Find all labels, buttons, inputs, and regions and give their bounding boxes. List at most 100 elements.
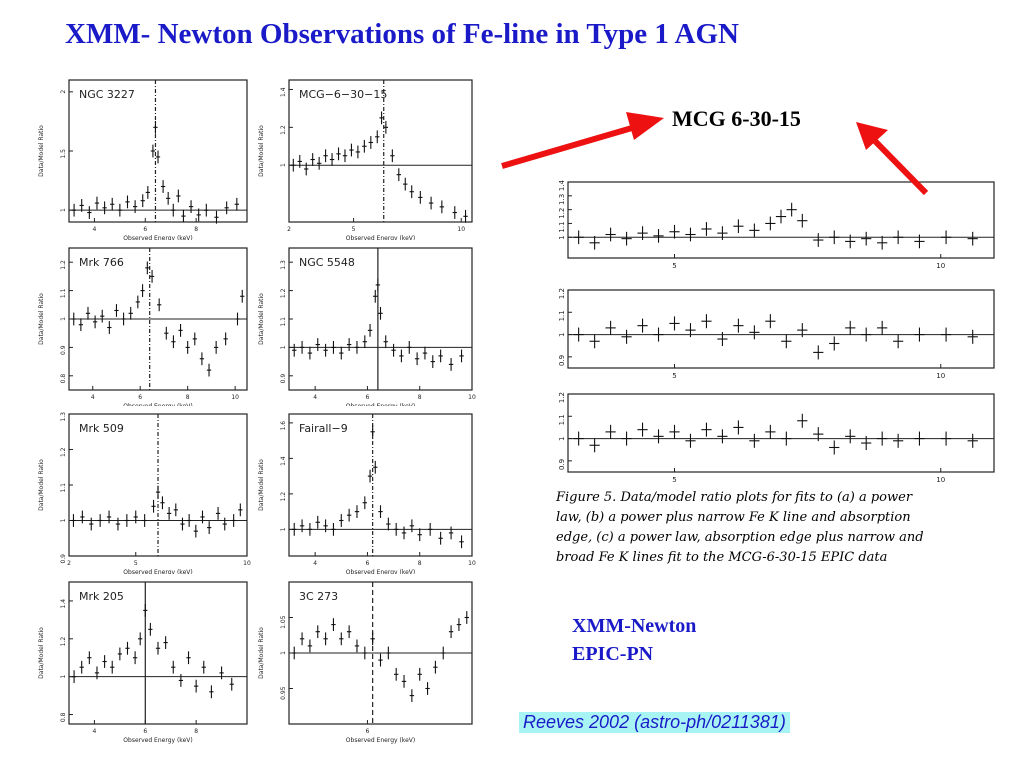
data-point — [339, 514, 344, 527]
x-tick-label: 10 — [936, 372, 945, 380]
data-point — [378, 306, 383, 320]
data-point — [401, 675, 407, 688]
data-point — [79, 199, 84, 212]
data-point — [669, 424, 680, 439]
data-point — [733, 318, 744, 333]
data-point — [845, 320, 856, 335]
reference-citation: Reeves 2002 (astro-ph/0211381) — [519, 712, 790, 733]
data-point — [733, 420, 744, 435]
y-tick-label: 1.2 — [558, 392, 566, 403]
data-point — [336, 147, 341, 161]
data-point — [185, 341, 190, 354]
data-point — [107, 321, 112, 334]
x-tick-label: 5 — [352, 226, 356, 233]
data-point — [355, 145, 361, 159]
data-point — [166, 191, 171, 205]
x-tick-label: 10 — [231, 394, 239, 401]
x-tick-label: 10 — [457, 226, 465, 233]
data-point — [204, 203, 209, 217]
data-point — [117, 647, 122, 661]
data-point — [157, 298, 162, 312]
x-tick-label: 10 — [936, 262, 945, 270]
data-point — [102, 655, 107, 668]
data-point — [378, 505, 383, 519]
chart-svg: 2 5 10 0.9 1 1.1 1.2 1.3 Mrk 509 Observed Energy … — [38, 412, 251, 576]
data-point — [573, 431, 584, 446]
x-tick-label: 10 — [936, 476, 945, 484]
x-tick-label: 8 — [186, 394, 190, 401]
x-tick-label: 8 — [194, 226, 198, 233]
y-axis-label: Data/Model Ratio — [38, 459, 45, 511]
data-point — [393, 522, 399, 536]
data-point — [160, 496, 165, 510]
x-tick-label: 4 — [313, 560, 317, 567]
data-point — [238, 503, 243, 517]
data-point — [373, 460, 378, 474]
data-point — [893, 334, 904, 349]
data-point — [143, 604, 148, 617]
data-point — [133, 510, 138, 524]
data-point — [967, 433, 978, 448]
data-point — [813, 345, 824, 360]
y-tick-label: 1.2 — [60, 637, 67, 647]
data-point — [378, 653, 383, 667]
data-point — [201, 660, 206, 674]
data-point — [215, 507, 221, 520]
y-axis-label: Data/Model Ratio — [258, 293, 265, 345]
x-tick-label: 4 — [313, 394, 317, 401]
data-point — [354, 639, 360, 653]
plot-frame — [567, 181, 995, 259]
data-point — [339, 346, 344, 360]
data-point — [339, 632, 344, 646]
data-point — [401, 526, 407, 540]
data-point — [914, 327, 925, 342]
data-point — [669, 224, 680, 239]
chart-panel-mrk205: 4 6 8 0.8 1 1.2 1.4 Mrk 205 Observed Energy (keV… — [35, 574, 255, 746]
data-point — [418, 190, 423, 204]
data-point — [653, 429, 664, 444]
y-axis-label: Data/Model Ratio — [38, 293, 45, 345]
data-point — [861, 231, 872, 246]
chart-svg: 6 0.95 1 1.05 3C 273 Observed Energy (keV) Dat… — [258, 581, 473, 744]
data-point — [323, 149, 328, 163]
x-tick-label: 6 — [143, 226, 147, 233]
x-axis-label: Observed Energy (keV) — [123, 737, 192, 744]
x-axis-label: Observed Energy (keV) — [123, 569, 192, 576]
data-point — [409, 185, 414, 199]
x-tick-label: 10 — [243, 560, 251, 567]
data-point — [331, 618, 336, 631]
data-point — [877, 235, 888, 250]
data-point — [223, 332, 228, 346]
data-point — [781, 334, 792, 349]
data-point — [155, 485, 161, 499]
data-point — [717, 429, 728, 444]
data-point — [181, 209, 186, 223]
data-point — [362, 335, 368, 349]
data-point — [151, 499, 156, 513]
y-tick-label: 2 — [60, 90, 67, 94]
data-point — [145, 186, 150, 199]
data-point — [685, 433, 696, 448]
x-tick-label: 5 — [134, 560, 138, 567]
instrument-label: XMM-Newton EPIC-PN — [572, 612, 696, 668]
chart-svg: 5 10 0.9 1 1.1 1.2 — [558, 392, 995, 484]
x-tick-label: 6 — [138, 394, 142, 401]
data-point — [459, 535, 464, 549]
y-tick-label: 1.2 — [280, 125, 287, 135]
data-point — [877, 431, 888, 446]
data-point — [621, 329, 632, 344]
data-point — [323, 519, 328, 533]
data-point — [861, 436, 872, 451]
data-point — [148, 622, 153, 636]
data-point — [323, 343, 328, 357]
figure-caption: Figure 5. Data/model ratio plots for fit… — [556, 488, 996, 568]
y-tick-label: 1.4 — [280, 456, 287, 466]
data-point — [240, 289, 245, 303]
data-point — [829, 440, 840, 455]
plot-frame — [288, 413, 473, 557]
data-point — [375, 130, 380, 144]
x-tick-label: 8 — [194, 728, 198, 735]
y-tick-label: 1.1 — [558, 310, 566, 321]
data-point — [110, 660, 115, 674]
